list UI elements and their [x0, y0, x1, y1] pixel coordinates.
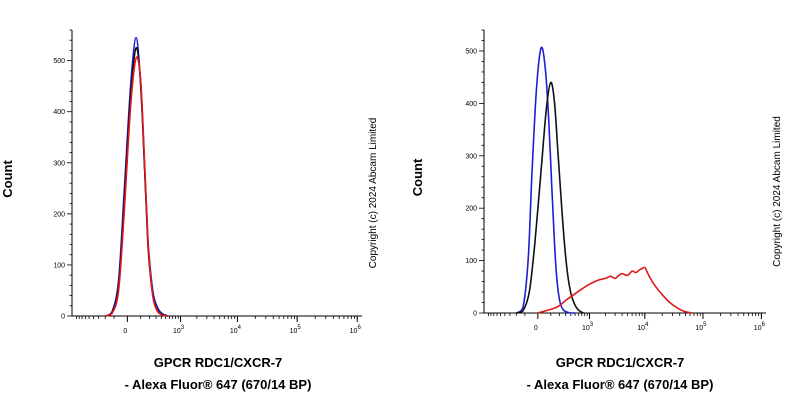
x-tick-label-exponent: 5 [297, 325, 301, 331]
x-tick-label: 106 [754, 322, 766, 332]
x-tick-label-base: 0 [534, 325, 538, 332]
histogram-panel-right: 0 100 200 300 400 500 0 103 104 105 106 Count Copyri… [410, 0, 800, 400]
copyright-notice: Copyright (c) 2024 Abcam Limited [368, 118, 379, 269]
x-tick-label-base: 10 [173, 328, 181, 335]
x-axis-label-line2-right: - Alexa Fluor® 647 (670/14 BP) [526, 377, 714, 392]
x-axis-label-line1-right: GPCR RDC1/CXCR-7 [555, 355, 685, 370]
histogram-series-1-left [104, 36, 168, 317]
x-tick-label-exponent: 6 [762, 322, 766, 328]
x-tick-label-exponent: 4 [238, 325, 242, 331]
x-tick-label-base: 0 [123, 328, 127, 335]
y-tick-label: 300 [53, 160, 65, 167]
x-tick-label-base: 10 [695, 325, 703, 332]
x-tick-label-exponent: 6 [357, 325, 361, 331]
x-axis-label-line1-left: GPCR RDC1/CXCR-7 [153, 355, 283, 370]
y-tick-label: 200 [53, 211, 65, 218]
x-tick-label: 104 [230, 325, 242, 335]
histogram-series-2-left [104, 47, 168, 317]
y-axis-label: Count [410, 158, 425, 196]
x-tick-label: 103 [173, 325, 185, 335]
histogram-series-3-right [537, 266, 693, 314]
x-tick-label: 105 [290, 325, 302, 335]
x-tick-label: 0 [534, 325, 538, 332]
x-tick-label-base: 10 [582, 325, 590, 332]
x-tick-label-base: 10 [754, 325, 762, 332]
histogram-series-2-right [516, 81, 584, 314]
x-tick-label: 106 [350, 325, 362, 335]
x-tick-label: 104 [637, 322, 649, 332]
y-tick-label: 100 [53, 262, 65, 269]
x-tick-label: 105 [695, 322, 707, 332]
x-axis-label-line2-left: - Alexa Fluor® 647 (670/14 BP) [124, 377, 312, 392]
x-tick-label: 0 [123, 328, 127, 335]
x-tick-label-exponent: 4 [645, 322, 649, 328]
x-tick-label-exponent: 3 [590, 322, 594, 328]
y-tick-label: 500 [465, 48, 477, 55]
y-tick-label: 400 [53, 109, 65, 116]
x-tick-label: 103 [582, 322, 594, 332]
histogram-series-1-right [515, 46, 576, 314]
y-tick-label: 500 [53, 58, 65, 65]
x-tick-label-base: 10 [637, 325, 645, 332]
copyright-notice: Copyright (c) 2024 Abcam Limited [772, 116, 783, 267]
histogram-series-3-left [104, 56, 168, 317]
histogram-panel-left: 0 100 200 300 400 500 0 103 104 105 106 Count Copyri… [0, 29, 379, 392]
y-tick-label: 300 [465, 153, 477, 160]
x-tick-label-exponent: 3 [181, 325, 185, 331]
x-tick-label-exponent: 5 [703, 322, 707, 328]
y-tick-label: 200 [465, 206, 477, 213]
y-tick-label: 0 [473, 311, 477, 318]
x-tick-label-base: 10 [230, 328, 238, 335]
x-tick-label-base: 10 [290, 328, 298, 335]
y-tick-label: 100 [465, 258, 477, 265]
x-tick-label-base: 10 [350, 328, 358, 335]
y-axis-label: Count [0, 160, 15, 198]
y-tick-label: 400 [465, 101, 477, 108]
y-tick-label: 0 [61, 314, 65, 321]
